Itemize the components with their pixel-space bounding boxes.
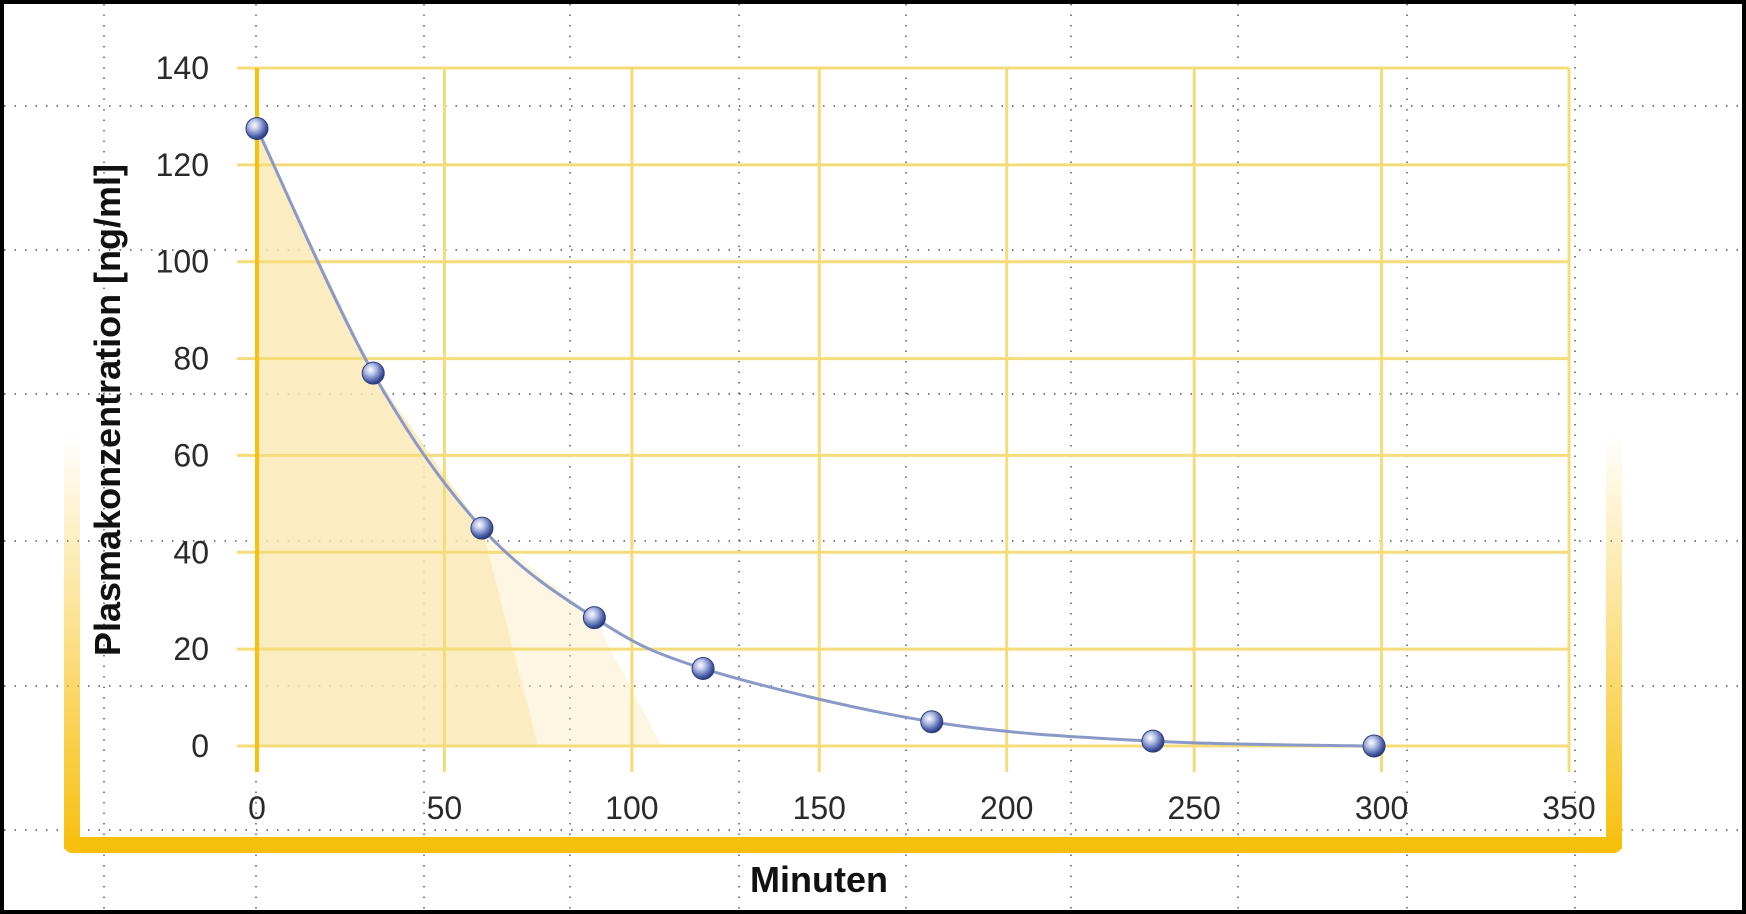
x-tick-label: 0 [248, 790, 266, 826]
y-tick-label: 140 [156, 50, 209, 86]
y-tick-label: 80 [173, 341, 209, 377]
x-tick-label: 300 [1355, 790, 1408, 826]
data-point [920, 710, 944, 734]
data-point [582, 606, 606, 630]
y-tick-label: 120 [156, 147, 209, 183]
x-tick-label: 350 [1542, 790, 1595, 826]
data-points [245, 117, 1386, 758]
data-point [691, 657, 715, 681]
y-tick-label: 100 [156, 244, 209, 280]
y-tick-label: 20 [173, 631, 209, 667]
x-tick-label: 50 [427, 790, 463, 826]
chart-svg: 0 20 40 60 80 100 120 140 0 50 100 150 200 250 300 350… [4, 4, 1742, 910]
x-tick-label: 150 [793, 790, 846, 826]
x-tick-label: 250 [1167, 790, 1220, 826]
grid-lines [237, 66, 1571, 772]
data-point [361, 361, 385, 385]
x-axis-ticks: 0 50 100 150 200 250 300 350 [248, 790, 1596, 826]
x-tick-label: 100 [605, 790, 658, 826]
frame-right-fade [1606, 434, 1622, 849]
y-axis-label: Plasmakonzentration [ng/ml] [87, 164, 128, 656]
y-tick-label: 40 [173, 534, 209, 570]
y-tick-label: 0 [191, 728, 209, 764]
y-axis-ticks: 0 20 40 60 80 100 120 140 [156, 50, 209, 764]
data-point [470, 516, 494, 540]
data-point [245, 117, 269, 141]
frame-bottom-bar [64, 837, 1622, 853]
chart-panel: 0 20 40 60 80 100 120 140 0 50 100 150 200 250 300 350… [4, 4, 1742, 910]
area-under-curve [257, 128, 662, 746]
shaded-area-tail [481, 528, 662, 746]
x-tick-label: 200 [980, 790, 1033, 826]
data-point [1362, 734, 1386, 758]
frame-left-fade [64, 434, 80, 849]
y-tick-label: 60 [173, 437, 209, 473]
x-axis-label: Minuten [750, 859, 888, 900]
chart-frame [64, 434, 1622, 853]
data-point [1141, 729, 1165, 753]
